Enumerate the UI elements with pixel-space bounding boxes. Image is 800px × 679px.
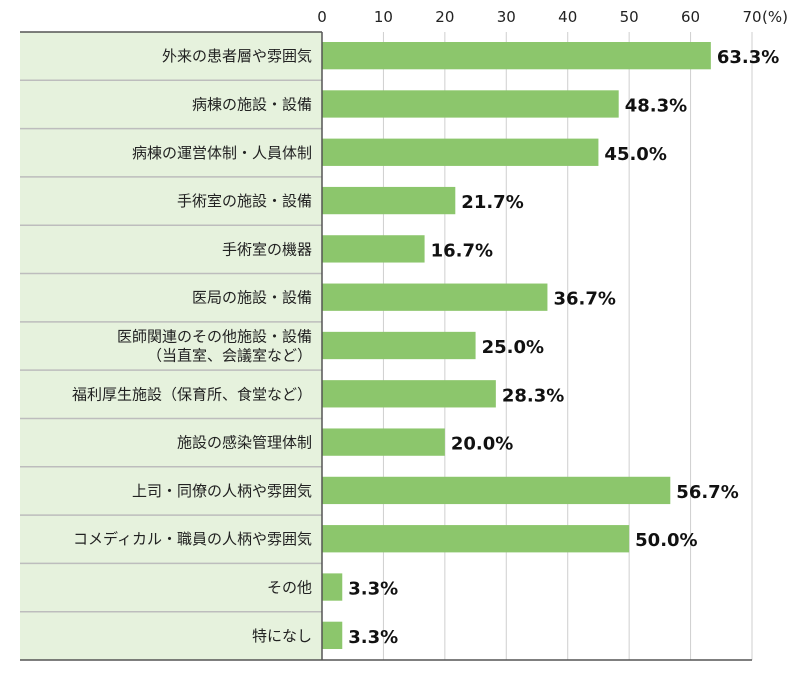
data-label: 45.0%: [604, 144, 666, 165]
category-label: （当直室、会議室など）: [147, 347, 312, 365]
category-label: 医師関連のその他施設・設備: [117, 328, 312, 346]
bar: [322, 573, 343, 601]
data-label: 20.0%: [451, 434, 513, 455]
data-label: 56.7%: [676, 482, 738, 503]
bar: [322, 235, 425, 263]
x-tick-label: 30: [497, 8, 516, 26]
data-label: 16.7%: [431, 240, 493, 261]
category-label: 病棟の運営体制・人員体制: [132, 144, 312, 162]
data-label: 25.0%: [482, 337, 544, 358]
bar: [322, 42, 711, 70]
data-label: 63.3%: [717, 47, 779, 68]
unit-label: (%): [762, 8, 788, 26]
category-label: その他: [267, 579, 312, 597]
bar: [322, 621, 343, 649]
data-label: 28.3%: [502, 385, 564, 406]
category-label: 医局の施設・設備: [192, 289, 312, 307]
data-label: 3.3%: [348, 627, 398, 648]
category-label: 手術室の施設・設備: [177, 192, 312, 210]
bar: [322, 331, 476, 360]
x-tick-label: 0: [317, 8, 327, 26]
x-tick-label: 60: [681, 8, 700, 26]
data-label: 3.3%: [348, 579, 398, 600]
category-label: 施設の感染管理体制: [177, 434, 312, 452]
bar: [322, 476, 671, 505]
category-label: 上司・同僚の人柄や雰囲気: [132, 482, 312, 500]
data-label: 50.0%: [635, 530, 697, 551]
bar: [322, 380, 496, 408]
category-label: 病棟の施設・設備: [192, 95, 312, 113]
x-tick-label: 70: [742, 8, 761, 26]
category-label: 外来の患者層や雰囲気: [162, 47, 312, 65]
x-tick-label: 40: [558, 8, 577, 26]
category-label: コメディカル・職員の人柄や雰囲気: [73, 530, 312, 548]
bar: [322, 525, 630, 553]
bar: [322, 186, 456, 215]
category-label-panel: [20, 32, 322, 660]
category-label: 特になし: [252, 627, 312, 645]
category-label: 福利厚生施設（保育所、食堂など）: [72, 385, 312, 403]
data-label: 36.7%: [553, 289, 615, 310]
category-label: 手術室の機器: [222, 240, 312, 258]
bar: [322, 90, 619, 118]
x-tick-label: 50: [620, 8, 639, 26]
x-tick-label: 10: [374, 8, 393, 26]
bar: [322, 428, 445, 456]
bar: [322, 283, 548, 311]
bar: [322, 138, 599, 166]
x-tick-label: 20: [435, 8, 454, 26]
data-label: 48.3%: [625, 95, 687, 116]
data-label: 21.7%: [461, 192, 523, 213]
